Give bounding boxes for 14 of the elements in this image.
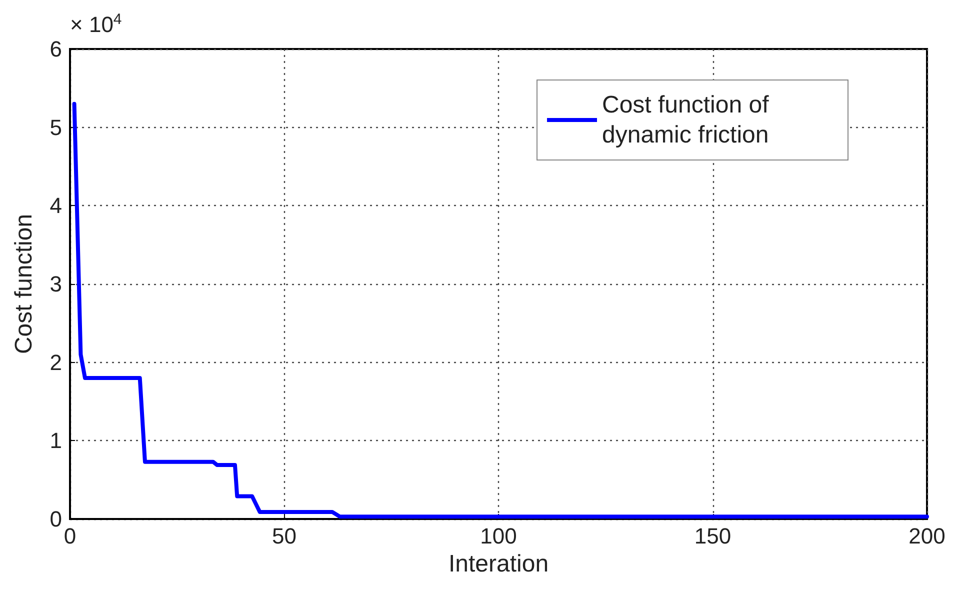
- y-tick-label: 5: [50, 114, 62, 140]
- y-tick-label: 3: [50, 272, 62, 296]
- y-tick-label: 1: [50, 428, 62, 454]
- x-tick-label: 50: [272, 524, 296, 548]
- y-tick-label: 2: [50, 350, 62, 375]
- y-tick-label: 0: [50, 506, 62, 532]
- y-axis-title: Cost function: [10, 214, 38, 354]
- y-tick-label: 6: [50, 36, 62, 62]
- x-axis-title: Interation: [448, 550, 549, 578]
- legend-label: Cost function of dynamic friction: [602, 92, 776, 148]
- x-tick-label: 100: [480, 524, 517, 548]
- x-tick-label: 200: [908, 524, 946, 548]
- x-tick-label: 150: [694, 524, 732, 548]
- y-tick-label: 4: [50, 193, 62, 218]
